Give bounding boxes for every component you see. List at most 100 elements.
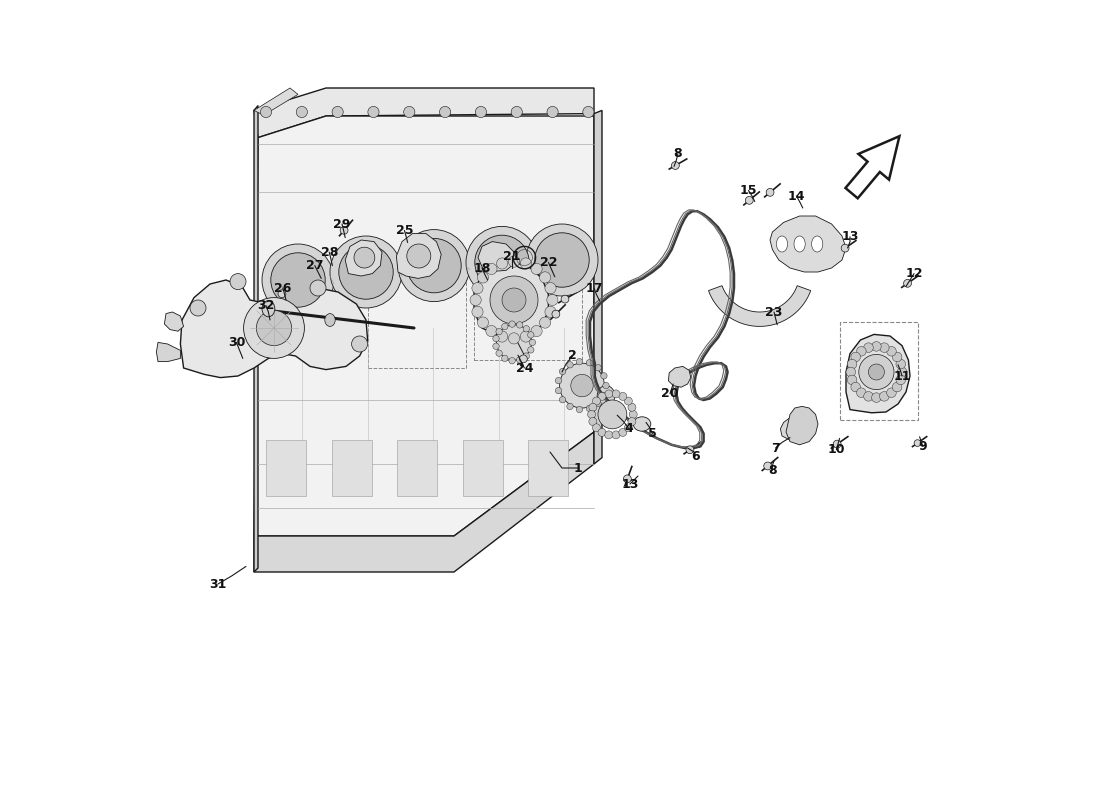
Polygon shape [528,440,569,496]
Polygon shape [156,342,180,362]
Ellipse shape [475,235,529,290]
Circle shape [367,106,380,118]
Circle shape [261,106,272,118]
Circle shape [190,300,206,316]
Text: 26: 26 [274,282,292,294]
Circle shape [605,390,613,398]
Text: 11: 11 [893,370,911,382]
Circle shape [524,326,529,332]
Circle shape [601,392,607,398]
Circle shape [520,331,531,342]
Text: 27: 27 [306,259,323,272]
Circle shape [857,388,866,398]
Text: 31: 31 [209,578,227,590]
Circle shape [560,368,565,374]
Ellipse shape [466,226,538,298]
Circle shape [846,367,856,377]
Ellipse shape [262,301,275,317]
Circle shape [887,388,896,398]
Ellipse shape [330,236,402,308]
Circle shape [496,350,503,357]
Circle shape [407,244,431,268]
Circle shape [552,310,560,318]
Polygon shape [396,234,441,278]
Circle shape [310,280,326,296]
Polygon shape [254,432,594,572]
Circle shape [603,382,609,389]
Text: 4: 4 [624,422,632,434]
Circle shape [243,298,305,358]
Circle shape [561,295,569,303]
Circle shape [598,429,606,437]
Text: 9: 9 [918,440,927,453]
Circle shape [887,346,896,356]
Ellipse shape [262,244,334,316]
Text: 14: 14 [788,190,805,202]
Circle shape [629,410,637,418]
Text: 20: 20 [661,387,679,400]
Circle shape [625,424,632,432]
Text: 21: 21 [503,250,520,262]
Polygon shape [474,262,549,338]
Polygon shape [463,440,503,496]
Circle shape [340,226,348,234]
Circle shape [595,365,602,371]
Circle shape [593,424,601,432]
Polygon shape [345,240,382,276]
Text: 25: 25 [396,224,414,237]
Text: 29: 29 [333,218,351,230]
Circle shape [544,282,557,294]
Polygon shape [266,440,306,496]
Circle shape [847,359,857,369]
Text: 8: 8 [673,147,682,160]
Circle shape [566,362,573,368]
Circle shape [583,106,594,118]
Circle shape [560,363,604,408]
Ellipse shape [271,253,326,307]
Polygon shape [770,216,846,272]
Circle shape [598,392,606,400]
Circle shape [892,352,902,362]
Circle shape [296,106,307,118]
Circle shape [595,400,602,406]
Ellipse shape [407,238,461,293]
Ellipse shape [398,230,470,302]
Circle shape [903,279,912,287]
Circle shape [472,282,483,294]
Polygon shape [708,286,811,326]
Ellipse shape [324,314,336,326]
Circle shape [332,106,343,118]
Ellipse shape [634,417,651,431]
Circle shape [508,333,519,344]
Circle shape [767,189,774,196]
Circle shape [477,317,488,328]
Circle shape [493,343,499,350]
Circle shape [354,247,375,268]
Ellipse shape [777,236,788,252]
Circle shape [519,355,527,362]
Circle shape [278,290,286,298]
Circle shape [517,357,522,363]
Circle shape [496,331,508,342]
Circle shape [490,276,538,324]
Circle shape [576,406,583,413]
Circle shape [470,294,481,306]
Polygon shape [780,417,810,440]
Ellipse shape [526,224,598,296]
Circle shape [440,106,451,118]
Circle shape [857,346,866,356]
Circle shape [544,306,557,318]
Text: 18: 18 [473,262,491,274]
Circle shape [868,364,884,380]
Text: 10: 10 [827,443,845,456]
Polygon shape [180,280,367,378]
Ellipse shape [812,236,823,252]
Text: 32: 32 [257,299,275,312]
Circle shape [539,317,551,328]
Circle shape [588,403,597,411]
Circle shape [528,332,534,338]
Text: 24: 24 [516,362,534,374]
Circle shape [477,272,488,283]
Circle shape [560,397,565,403]
Text: 13: 13 [621,478,639,490]
